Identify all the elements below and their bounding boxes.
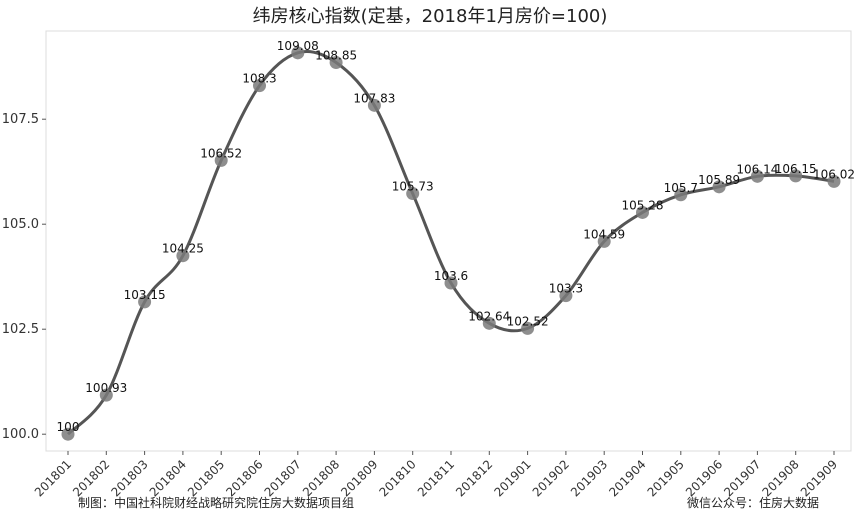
data-point: [329, 56, 343, 69]
data-points: [61, 46, 841, 441]
x-tick-label: 201905: [645, 457, 687, 499]
data-point: [176, 249, 190, 263]
x-axis: 2018012018022018032018042018052018062018…: [32, 451, 840, 500]
footer-credit: 制图：中国社科院财经战略研究院住房大数据项目组: [78, 496, 355, 510]
data-point: [99, 388, 113, 402]
data-point: [444, 276, 458, 290]
y-axis: 100.0 102.5 105.0 107.5: [2, 112, 46, 442]
data-point: [559, 289, 573, 303]
data-point: [138, 295, 152, 309]
x-tick-label: 201810: [377, 457, 419, 499]
data-label: 103.3: [549, 282, 583, 296]
data-label: 105.7: [664, 181, 698, 195]
data-point: [214, 153, 228, 167]
data-label: 109.08: [277, 39, 319, 53]
data-point: [291, 46, 305, 60]
data-label: 106.52: [200, 146, 242, 160]
x-tick-label: 201812: [453, 457, 495, 499]
data-label: 104.25: [162, 242, 204, 256]
data-label: 105.89: [698, 173, 740, 187]
data-point: [674, 188, 688, 202]
data-label: 108.3: [242, 72, 276, 86]
data-label: 104.59: [583, 227, 625, 241]
y-tick-label: 105.0: [2, 217, 39, 232]
data-label: 105.28: [622, 198, 664, 212]
data-label: 106.15: [775, 162, 817, 176]
data-point: [636, 205, 649, 219]
data-label: 108.85: [315, 49, 357, 63]
data-labels: 100100.93103.15104.25106.52108.3109.0810…: [57, 39, 855, 434]
data-label: 103.15: [124, 288, 166, 302]
data-point: [253, 79, 266, 93]
x-tick-label: 201903: [568, 457, 610, 499]
data-label: 107.83: [353, 91, 395, 105]
x-tick-label: 201811: [415, 457, 457, 499]
data-point: [482, 316, 496, 330]
data-label: 106.02: [813, 167, 855, 181]
data-point: [712, 180, 726, 194]
data-label: 102.52: [507, 314, 549, 328]
chart-title: 纬房核心指数(定基，2018年1月房价=100): [253, 6, 608, 27]
x-tick-label: 201901: [491, 457, 533, 499]
data-label: 100: [57, 420, 80, 434]
data-label: 100.93: [85, 381, 127, 395]
data-point: [61, 427, 75, 441]
data-point: [406, 187, 420, 201]
data-point: [521, 321, 535, 335]
plot-panel: [45, 30, 852, 452]
x-tick-label: 201904: [606, 457, 648, 499]
y-tick-label: 102.5: [2, 322, 39, 337]
data-point: [597, 234, 611, 248]
data-label: 105.73: [392, 180, 434, 194]
y-tick-label: 107.5: [2, 112, 39, 127]
x-tick-label: 201801: [32, 457, 74, 499]
x-tick-label: 201902: [530, 457, 572, 499]
footer-wechat: 微信公众号：住房大数据: [686, 496, 819, 510]
y-tick-label: 100.0: [2, 427, 39, 442]
data-point: [789, 169, 803, 183]
data-label: 103.6: [434, 269, 468, 283]
data-label: 102.64: [468, 309, 510, 323]
data-point: [367, 98, 381, 112]
data-point: [827, 174, 841, 188]
data-point: [750, 169, 764, 183]
data-label: 106.14: [736, 162, 778, 176]
